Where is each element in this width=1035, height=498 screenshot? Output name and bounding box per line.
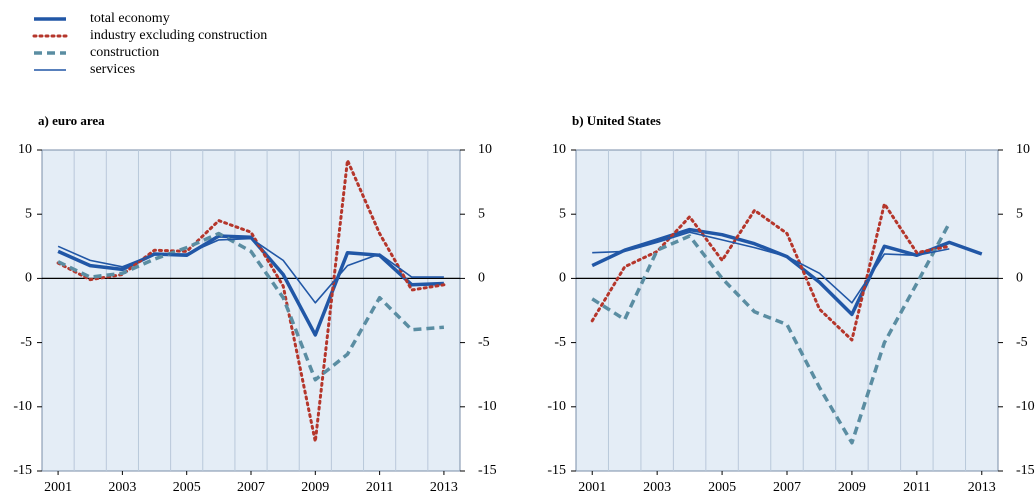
x-tick-label: 2007 bbox=[237, 480, 265, 495]
x-tick-label: 2001 bbox=[578, 480, 606, 495]
legend-label: construction bbox=[90, 45, 159, 60]
y-tick-label: -15 bbox=[13, 463, 32, 478]
series-line bbox=[592, 231, 950, 304]
y-tick-label: 0 bbox=[559, 271, 566, 286]
x-tick-label: 2011 bbox=[903, 480, 930, 495]
y-tick-label: -15 bbox=[547, 463, 566, 478]
y-tick-label: -5 bbox=[554, 335, 566, 350]
panel-title: b) United States bbox=[572, 113, 661, 128]
x-tick-label: 2003 bbox=[643, 480, 671, 495]
panel-title: a) euro area bbox=[38, 113, 105, 128]
legend-label: industry excluding construction bbox=[90, 28, 267, 43]
y2-tick-label: 0 bbox=[478, 271, 485, 286]
y2-tick-label: 5 bbox=[1016, 206, 1023, 221]
plot-area bbox=[41, 149, 461, 472]
series-line bbox=[591, 222, 951, 445]
y2-tick-label: 10 bbox=[1016, 142, 1030, 157]
y2-tick-label: -15 bbox=[1016, 463, 1035, 478]
x-tick-label: 2005 bbox=[173, 480, 201, 495]
series-line bbox=[57, 237, 444, 304]
y-tick-label: 10 bbox=[552, 142, 566, 157]
y-tick-label: 5 bbox=[559, 206, 566, 221]
series-line bbox=[57, 234, 444, 337]
series-line bbox=[590, 202, 951, 342]
legend-label: total economy bbox=[90, 11, 170, 26]
legend-label: services bbox=[90, 62, 135, 77]
x-tick-label: 2011 bbox=[366, 480, 393, 495]
x-tick-label: 2005 bbox=[708, 480, 736, 495]
y-tick-label: -5 bbox=[20, 335, 32, 350]
y-tick-label: 10 bbox=[18, 142, 32, 157]
x-tick-label: 2009 bbox=[301, 480, 329, 495]
y2-tick-label: 10 bbox=[478, 142, 492, 157]
x-tick-label: 2013 bbox=[430, 480, 458, 495]
y2-tick-label: 0 bbox=[1016, 271, 1023, 286]
x-tick-label: 2007 bbox=[773, 480, 801, 495]
y-tick-label: 5 bbox=[25, 206, 32, 221]
x-tick-label: 2009 bbox=[838, 480, 866, 495]
y-tick-label: -10 bbox=[13, 399, 32, 414]
y2-tick-label: -10 bbox=[478, 399, 497, 414]
y2-tick-label: -10 bbox=[1016, 399, 1035, 414]
series-line bbox=[57, 231, 445, 382]
x-tick-label: 2003 bbox=[108, 480, 136, 495]
x-tick-label: 2001 bbox=[44, 480, 72, 495]
y2-tick-label: -5 bbox=[1016, 335, 1028, 350]
plot-area bbox=[575, 149, 999, 472]
y2-tick-label: 5 bbox=[478, 206, 485, 221]
y-tick-label: 0 bbox=[25, 271, 32, 286]
y2-tick-label: -15 bbox=[478, 463, 497, 478]
y2-tick-label: -5 bbox=[478, 335, 490, 350]
y-tick-label: -10 bbox=[547, 399, 566, 414]
x-tick-label: 2013 bbox=[968, 480, 996, 495]
